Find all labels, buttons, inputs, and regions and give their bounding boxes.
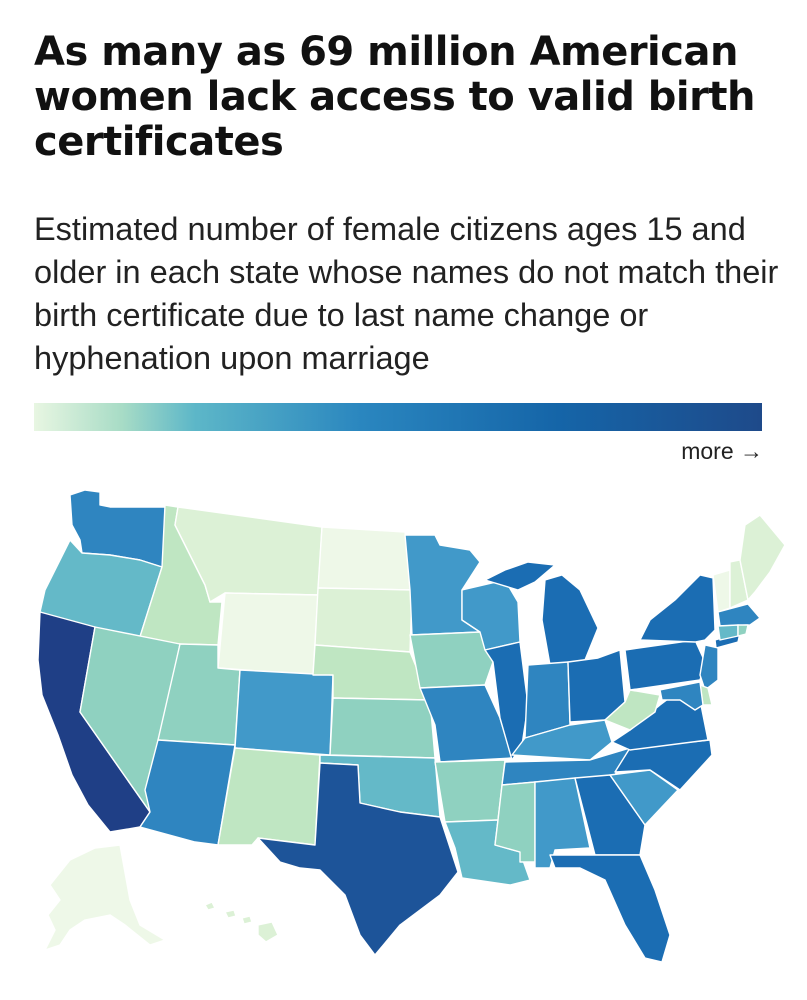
state-ia bbox=[409, 631, 494, 689]
state-me bbox=[739, 514, 786, 601]
state-pa bbox=[624, 639, 706, 691]
legend-color-scale bbox=[34, 403, 762, 431]
chart-subtitle: Estimated number of female citizens ages… bbox=[34, 211, 779, 376]
state-ak bbox=[44, 844, 166, 951]
state-nj bbox=[699, 644, 719, 691]
state-mi bbox=[541, 574, 599, 666]
state-wy bbox=[217, 592, 319, 676]
state-ri bbox=[737, 624, 749, 637]
state-co bbox=[234, 669, 334, 756]
us-choropleth-map bbox=[37, 489, 786, 963]
state-md bbox=[659, 681, 704, 711]
state-nd bbox=[317, 526, 413, 591]
state-tx bbox=[257, 762, 459, 956]
state-ny bbox=[639, 574, 716, 643]
state-ar bbox=[434, 759, 506, 823]
state-fl bbox=[549, 854, 671, 963]
state-ma bbox=[717, 603, 761, 627]
state-sd bbox=[314, 587, 413, 653]
state-nm bbox=[217, 747, 321, 846]
state-ks bbox=[329, 697, 436, 759]
state-hi bbox=[204, 901, 279, 943]
state-ga bbox=[574, 774, 646, 856]
state-vt bbox=[712, 569, 731, 613]
chart-title: As many as 69 million American women lac… bbox=[34, 29, 755, 165]
state-wv bbox=[604, 689, 661, 731]
state-mi-up bbox=[484, 561, 556, 591]
state-sc bbox=[609, 769, 679, 826]
legend-label: more → bbox=[681, 438, 763, 464]
